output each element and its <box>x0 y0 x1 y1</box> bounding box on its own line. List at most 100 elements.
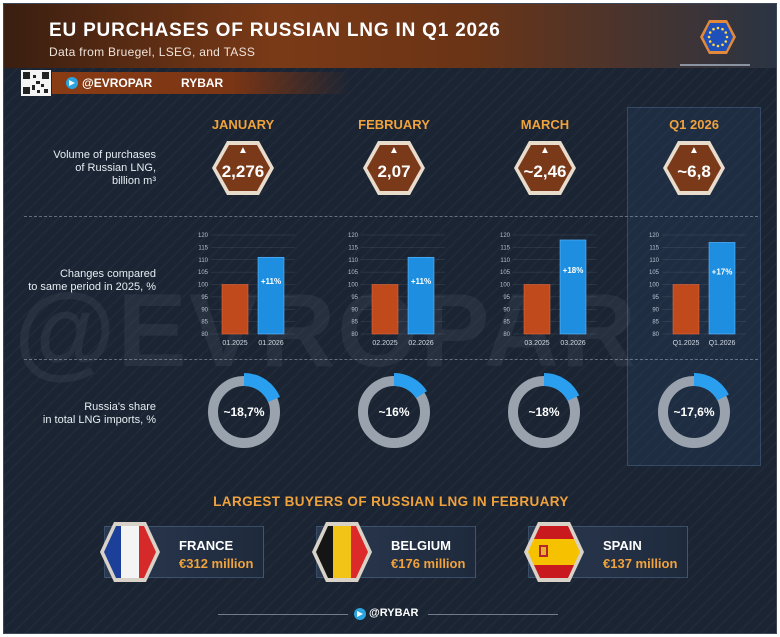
eu-star <box>724 31 728 34</box>
eu-star <box>716 44 720 48</box>
footer-rule <box>428 614 558 615</box>
eu-star <box>708 40 712 43</box>
y-tick-label: 120 <box>348 233 359 239</box>
share-value: ~18,7% <box>223 405 264 419</box>
share-donut-february: ~16% <box>358 373 430 448</box>
column-header-q1: Q1 2026 <box>669 117 719 132</box>
page-subtitle: Data from Bruegel, LSEG, and TASS <box>49 45 256 59</box>
eu-star <box>721 43 724 47</box>
volume-hexagon <box>514 141 576 195</box>
y-tick-label: 90 <box>201 307 208 313</box>
y-tick-label: 80 <box>652 332 659 338</box>
spain-flag-icon <box>524 522 584 582</box>
eu-star <box>707 35 711 39</box>
volume-hexagon <box>363 141 425 195</box>
share-value: ~16% <box>378 405 409 419</box>
y-tick-label: 90 <box>351 307 358 313</box>
change-label: +11% <box>411 277 431 286</box>
bar-02.2025 <box>371 284 399 335</box>
share-donut-q1: ~17,6% <box>658 373 730 448</box>
share-donut-january: ~18,7% <box>208 373 280 448</box>
x-tick-label: 01.2025 <box>222 340 247 347</box>
flame-icon: ▲ <box>389 145 399 156</box>
y-tick-label: 95 <box>652 295 659 301</box>
y-tick-label: 115 <box>649 245 659 251</box>
eu-star <box>712 27 715 31</box>
bar-Q1.2026 <box>708 242 736 335</box>
x-tick-label: 02.2026 <box>408 340 433 347</box>
y-tick-label: 105 <box>500 270 511 276</box>
bar-01.2026 <box>257 256 285 335</box>
flame-icon: ▲ <box>238 145 248 156</box>
header-rule <box>680 64 750 66</box>
volume-value-january: 2,276 <box>221 162 265 181</box>
y-tick-label: 120 <box>500 233 511 239</box>
bar-02.2026 <box>407 256 435 335</box>
page-title: EU PURCHASES OF RUSSIAN LNG IN Q1 2026 <box>49 20 501 41</box>
bar-03.2026 <box>559 239 587 335</box>
france-flag-icon <box>100 522 160 582</box>
volume-hexagon <box>663 141 725 195</box>
bar-Q1.2025 <box>672 284 700 335</box>
share-value: ~18% <box>528 405 559 419</box>
y-tick-label: 85 <box>652 320 659 326</box>
y-tick-label: 85 <box>503 320 510 326</box>
buyer-amount-spain: €137 million <box>603 556 678 571</box>
qr-code[interactable] <box>21 70 51 96</box>
change-label: +11% <box>261 277 281 286</box>
x-tick-label: 03.2026 <box>560 340 585 347</box>
volume-value-february: 2,07 <box>377 162 411 181</box>
eu-star <box>708 31 712 34</box>
row-divider <box>24 216 758 217</box>
y-tick-label: 85 <box>201 320 208 326</box>
volume-hexagon <box>212 141 274 195</box>
change-chart-march: 80 85 90 95 100 105 110 115 120 03.2025 03.2026 +18… <box>500 233 597 347</box>
donut-share-slice <box>694 373 729 401</box>
column-header-january: JANUARY <box>211 117 275 132</box>
y-tick-label: 100 <box>649 283 660 289</box>
donut-share-slice <box>544 373 580 401</box>
y-tick-label: 80 <box>503 332 510 338</box>
volume-value-march: ~2,46 <box>523 162 567 181</box>
x-tick-label: Q1.2026 <box>709 340 736 347</box>
change-chart-january: 80 85 90 95 100 105 110 115 120 01.2025 01.2026 +11… <box>198 233 295 347</box>
y-tick-label: 100 <box>198 283 209 289</box>
y-tick-label: 95 <box>503 295 510 301</box>
y-tick-label: 110 <box>500 258 510 264</box>
eu-star <box>724 40 728 43</box>
header-band <box>4 4 776 68</box>
y-tick-label: 115 <box>348 245 358 251</box>
brand-name: RYBAR <box>181 76 224 90</box>
footer-handle[interactable]: @RYBAR <box>369 607 419 619</box>
buyer-amount-france: €312 million <box>179 556 254 571</box>
donut-share-slice <box>394 373 427 399</box>
eu-star <box>721 27 724 31</box>
belgium-flag-icon <box>312 522 372 582</box>
volume-value-q1: ~6,8 <box>677 162 711 181</box>
eu-star <box>716 26 720 30</box>
brand-handle[interactable]: @EVROPAR <box>82 76 153 90</box>
y-tick-label: 110 <box>198 258 208 264</box>
eu-star <box>725 35 729 39</box>
x-tick-label: 02.2025 <box>372 340 397 347</box>
row-label-share: Russia's share in total LNG imports, % <box>42 401 156 426</box>
y-tick-label: 105 <box>198 270 209 276</box>
x-tick-label: 03.2025 <box>524 340 549 347</box>
y-tick-label: 110 <box>348 258 358 264</box>
buyers-title: LARGEST BUYERS OF RUSSIAN LNG IN FEBRUAR… <box>213 494 569 509</box>
brand-bar <box>52 72 352 94</box>
y-tick-label: 90 <box>652 307 659 313</box>
telegram-icon <box>354 608 366 620</box>
infographic-card: EU PURCHASES OF RUSSIAN LNG IN Q1 2026 D… <box>3 3 777 634</box>
telegram-icon <box>66 77 78 89</box>
y-tick-label: 95 <box>201 295 208 301</box>
donut-share-slice <box>244 373 280 402</box>
y-tick-label: 120 <box>198 233 209 239</box>
change-label: +17% <box>712 267 733 276</box>
footer-rule <box>218 614 348 615</box>
y-tick-label: 120 <box>649 233 660 239</box>
y-tick-label: 115 <box>198 245 208 251</box>
buyer-country-spain: SPAIN <box>603 538 642 553</box>
buyer-country-belgium: BELGIUM <box>391 538 451 553</box>
